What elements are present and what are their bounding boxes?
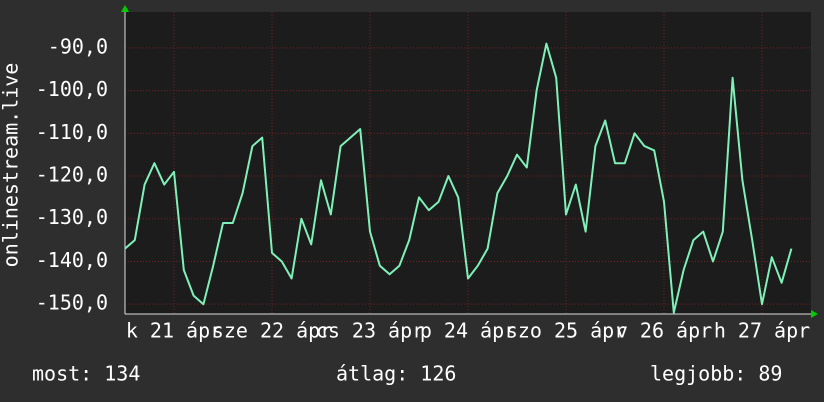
y-axis-label: onlinestream.live — [0, 63, 23, 268]
y-tick-label: -130,0 — [36, 205, 108, 229]
x-arrow — [811, 310, 818, 318]
x-tick-label: h 27 ápr — [714, 319, 810, 343]
footer-average: átlag: 126 — [336, 362, 456, 386]
x-tick-label: sze 22 ápr — [212, 319, 332, 343]
y-tick-label: -90,0 — [48, 34, 108, 58]
x-tick-label: cs 23 ápr — [316, 319, 424, 343]
data-line — [124, 42, 793, 314]
y-tick-label: -150,0 — [36, 291, 108, 315]
axes: -150,0 -140,0 -130,0 -120,0 -110,0 -100,0 -90,… — [36, 12, 811, 343]
y-tick-label: -120,0 — [36, 163, 108, 187]
y-arrow — [121, 5, 129, 12]
footer-current: most: 134 — [32, 362, 140, 386]
footer-best: legjobb: 89 — [650, 362, 782, 386]
y-tick-label: -100,0 — [36, 77, 108, 101]
y-tick-label: -140,0 — [36, 248, 108, 272]
x-tick-label: p 24 ápr — [420, 319, 516, 343]
y-tick-label: -110,0 — [36, 120, 108, 144]
x-tick-label: szo 25 ápr — [506, 319, 626, 343]
x-tick-label: k 21 ápr — [126, 319, 222, 343]
x-tick-label: v 26 ápr — [616, 319, 712, 343]
